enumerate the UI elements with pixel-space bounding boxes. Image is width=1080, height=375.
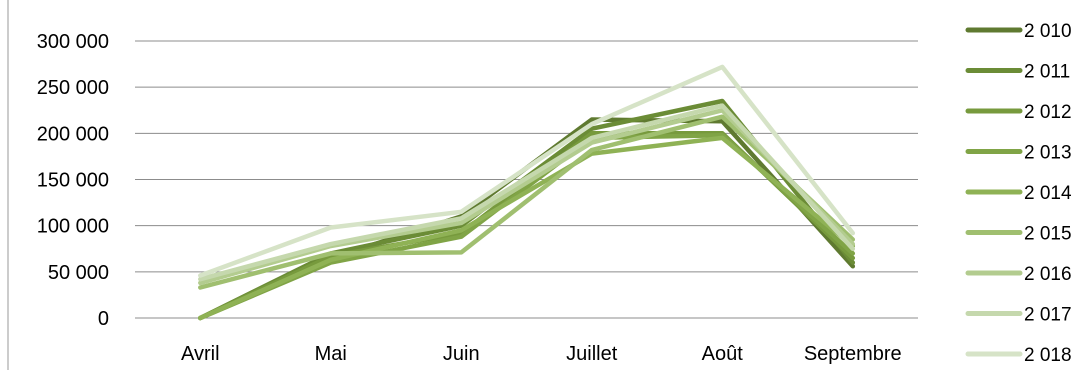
y-tick-label: 300 000 [37,31,109,53]
legend-label: 2 012 [1024,102,1072,123]
y-tick-label: 50 000 [48,262,109,284]
legend-label: 2 017 [1024,305,1072,326]
y-tick-label: 0 [98,308,109,330]
legend-label: 2 013 [1024,143,1072,164]
x-tick-label: Mai [315,343,347,365]
y-tick-label: 150 000 [37,170,109,192]
series-line-7 [198,103,856,282]
x-tick-label: Avril [181,343,220,365]
x-tick-label: Juillet [566,343,618,365]
legend-label: 2 016 [1024,264,1072,285]
x-tick-label: Août [702,343,744,365]
x-tick-label: Septembre [804,343,902,365]
series-line-5 [198,114,856,290]
legend-label: 2 018 [1024,345,1072,366]
y-axis-tick-labels: 0 50 000 100 000 150 000 200 000 250 000 300 0… [37,31,109,330]
y-tick-label: 100 000 [37,216,109,238]
legend-label: 2 014 [1024,183,1072,204]
legend-label: 2 010 [1024,21,1072,42]
legend: 2 010 2 011 2 012 2 013 2 014 2 015 2 016 2 017… [965,21,1072,366]
y-tick-label: 250 000 [37,77,109,99]
legend-label: 2 011 [1024,62,1070,83]
x-tick-label: Juin [443,343,480,365]
x-axis-tick-labels: Avril Mai Juin Juillet Août Septembre [181,343,902,365]
series-line-4 [198,135,856,321]
series-line-8 [198,64,856,278]
y-tick-label: 200 000 [37,123,109,145]
legend-label: 2 015 [1024,224,1072,245]
series-line-6 [198,108,856,286]
series-lines [198,64,856,321]
